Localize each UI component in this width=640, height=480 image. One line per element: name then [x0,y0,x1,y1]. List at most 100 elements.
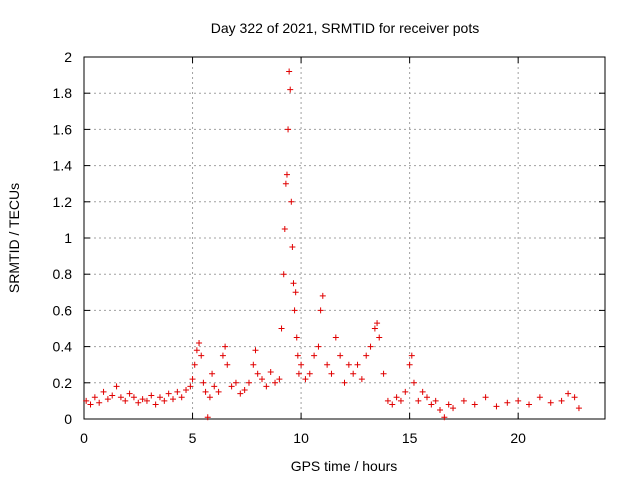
data-point [432,397,439,404]
data-point [406,361,413,368]
data-point [419,388,426,395]
data-point [376,334,383,341]
data-point [290,280,297,287]
data-point [143,397,150,404]
data-point [187,383,194,390]
data-point [104,396,111,403]
data-point [209,370,216,377]
y-tick-label: 1.6 [53,121,73,137]
data-point [289,244,296,251]
data-point [278,325,285,332]
x-tick-label: 10 [293,430,309,446]
data-point [165,390,172,397]
data-point [198,352,205,359]
data-point [280,271,287,278]
data-point [174,388,181,395]
data-point [565,390,572,397]
data-point [232,379,239,386]
data-point [170,396,177,403]
data-point [367,343,374,350]
data-point [423,394,430,401]
chart-title: Day 322 of 2021, SRMTID for receiver pot… [211,20,479,36]
data-point [200,379,207,386]
data-point [292,289,299,296]
data-point [294,352,301,359]
data-point [374,320,381,327]
data-point [96,399,103,406]
data-point [113,383,120,390]
data-point [293,334,300,341]
data-point [219,352,226,359]
y-axis-label: SRMTID / TECUs [6,183,22,293]
data-point [402,388,409,395]
data-point [380,370,387,377]
x-tick-label: 20 [510,430,526,446]
data-point [571,394,578,401]
data-point [178,394,185,401]
data-point [324,361,331,368]
y-tick-label: 1.2 [53,194,73,210]
data-point [575,405,582,412]
y-tick-label: 0.6 [53,302,73,318]
data-point [504,399,511,406]
data-point [206,394,213,401]
data-point [536,394,543,401]
data-point [152,401,159,408]
data-point [286,68,293,75]
data-point [291,307,298,314]
data-point [215,388,222,395]
y-tick-label: 0.2 [53,375,73,391]
x-tick-label: 0 [80,430,88,446]
data-point [389,401,396,408]
data-point [393,394,400,401]
data-point [311,352,318,359]
data-point [135,399,142,406]
data-point [211,383,218,390]
data-point [437,406,444,413]
data-points [83,68,582,421]
data-point [328,370,335,377]
data-point [117,394,124,401]
data-point [319,292,326,299]
x-tick-label: 15 [402,430,418,446]
data-point [445,401,452,408]
data-point [471,401,478,408]
data-point [254,370,261,377]
data-point [295,370,302,377]
data-point [87,401,94,408]
data-point [441,414,448,421]
data-point [371,325,378,332]
data-point [345,361,352,368]
data-point [196,339,203,346]
data-point [493,403,500,410]
y-tick-label: 1.4 [53,158,73,174]
data-point [354,361,361,368]
data-point [283,171,290,178]
data-point [408,352,415,359]
data-point [547,399,554,406]
data-point [450,405,457,412]
data-point [222,343,229,350]
data-point [332,334,339,341]
y-tick-label: 2 [64,49,72,65]
data-point [315,343,322,350]
x-tick-label: 5 [189,430,197,446]
data-point [100,388,107,395]
data-point [298,361,305,368]
data-point [306,370,313,377]
data-point [272,379,279,386]
data-point [341,379,348,386]
y-tick-label: 1 [64,230,72,246]
data-point [337,352,344,359]
data-point [109,392,116,399]
data-point [139,396,146,403]
data-point [288,198,295,205]
data-point [282,180,289,187]
data-point [83,397,90,404]
data-point [460,397,467,404]
data-point [350,370,357,377]
data-point [237,390,244,397]
data-point [245,379,252,386]
data-point [91,394,98,401]
data-point [276,376,283,383]
